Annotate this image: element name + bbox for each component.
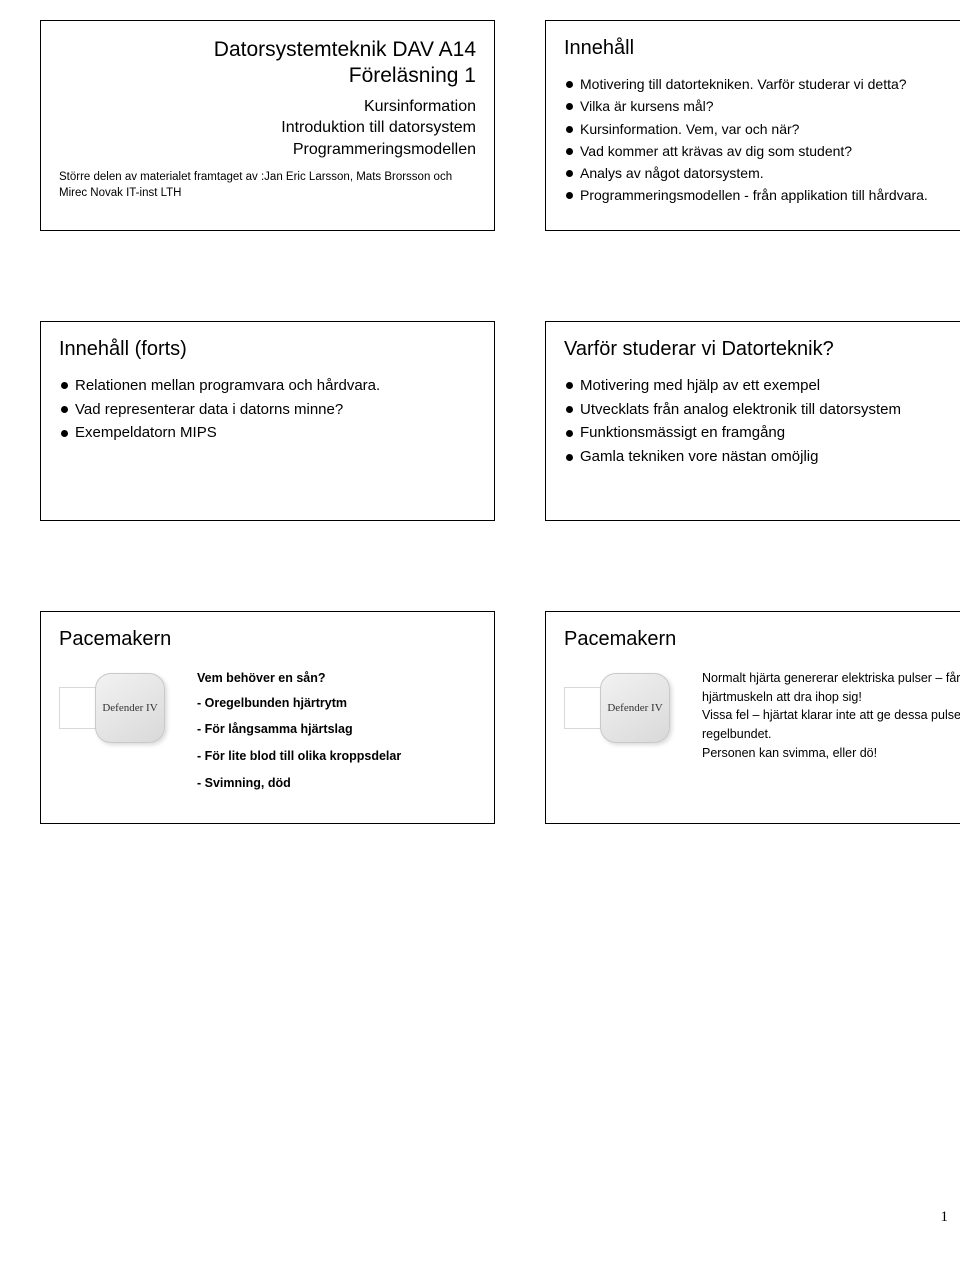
list-item: Kursinformation. Vem, var och när? — [566, 119, 960, 139]
device-image: Defender IV — [564, 669, 674, 749]
list-item: Funktionsmässigt en framgång — [566, 422, 960, 444]
sub-2: Introduktion till datorsystem — [281, 119, 476, 136]
list-item: Motivering till datortekniken. Varför st… — [566, 74, 960, 94]
slide-innehall: Innehåll Motivering till datortekniken. … — [545, 20, 960, 231]
paragraph: Vissa fel – hjärtat klarar inte att ge d… — [702, 706, 960, 744]
slide-heading: Innehåll — [564, 37, 960, 60]
sub-1: Kursinformation — [364, 98, 476, 115]
list-item: Relationen mellan programvara och hårdva… — [61, 375, 476, 397]
device-image: Defender IV — [59, 669, 169, 749]
slide-pacemaker-2: Pacemakern Defender IV Normalt hjärta ge… — [545, 611, 960, 824]
question: Vem behöver en sån? — [197, 669, 476, 688]
list-item: - För lite blod till olika kroppsdelar — [197, 747, 476, 766]
paragraph: Personen kan svimma, eller dö! — [702, 744, 960, 763]
list-item: - Svimning, död — [197, 774, 476, 793]
bullet-list: Relationen mellan programvara och hårdva… — [59, 375, 476, 444]
credit-text: Större delen av materialet framtaget av … — [59, 170, 476, 201]
title-line-2: Föreläsning 1 — [349, 64, 476, 87]
list-item: Exempeldatorn MIPS — [61, 422, 476, 444]
device-brand: Defender IV — [102, 702, 157, 714]
slide-innehall-forts: Innehåll (forts) Relationen mellan progr… — [40, 321, 495, 521]
list-item: Analys av något datorsystem. — [566, 163, 960, 183]
bullet-list: Motivering med hjälp av ett exempel Utve… — [564, 375, 960, 468]
sub-3: Programmeringsmodellen — [293, 141, 476, 158]
slide-heading: Pacemakern — [564, 628, 960, 651]
list-item: - Oregelbunden hjärtrytm — [197, 694, 476, 713]
slide-heading: Varför studerar vi Datorteknik? — [564, 338, 960, 361]
course-title: Datorsystemteknik DAV A14 Föreläsning 1 — [59, 37, 476, 90]
sub-headings: Kursinformation Introduktion till dators… — [59, 96, 476, 161]
slide-varfor: Varför studerar vi Datorteknik? Motiveri… — [545, 321, 960, 521]
list-item: Programmeringsmodellen - från applikatio… — [566, 185, 960, 205]
title-line-1: Datorsystemteknik DAV A14 — [214, 38, 476, 61]
list-item: Vad representerar data i datorns minne? — [61, 399, 476, 421]
device-brand: Defender IV — [607, 702, 662, 714]
slide-pacemaker-1: Pacemakern Defender IV Vem behöver en så… — [40, 611, 495, 824]
list-item: Utvecklats från analog elektronik till d… — [566, 399, 960, 421]
pacemaker-text: Normalt hjärta genererar elektriska puls… — [702, 669, 960, 763]
slide-heading: Pacemakern — [59, 628, 476, 651]
list-item: - För långsamma hjärtslag — [197, 720, 476, 739]
list-item: Vilka är kursens mål? — [566, 96, 960, 116]
list-item: Motivering med hjälp av ett exempel — [566, 375, 960, 397]
pacemaker-text: Vem behöver en sån? - Oregelbunden hjärt… — [197, 669, 476, 801]
paragraph: Normalt hjärta genererar elektriska puls… — [702, 669, 960, 707]
slide-title-card: Datorsystemteknik DAV A14 Föreläsning 1 … — [40, 20, 495, 231]
list-item: Gamla tekniken vore nästan omöjlig — [566, 446, 960, 468]
slide-heading: Innehåll (forts) — [59, 338, 476, 361]
list-item: Vad kommer att krävas av dig som student… — [566, 141, 960, 161]
page-number: 1 — [941, 1209, 949, 1226]
bullet-list: Motivering till datortekniken. Varför st… — [564, 74, 960, 206]
